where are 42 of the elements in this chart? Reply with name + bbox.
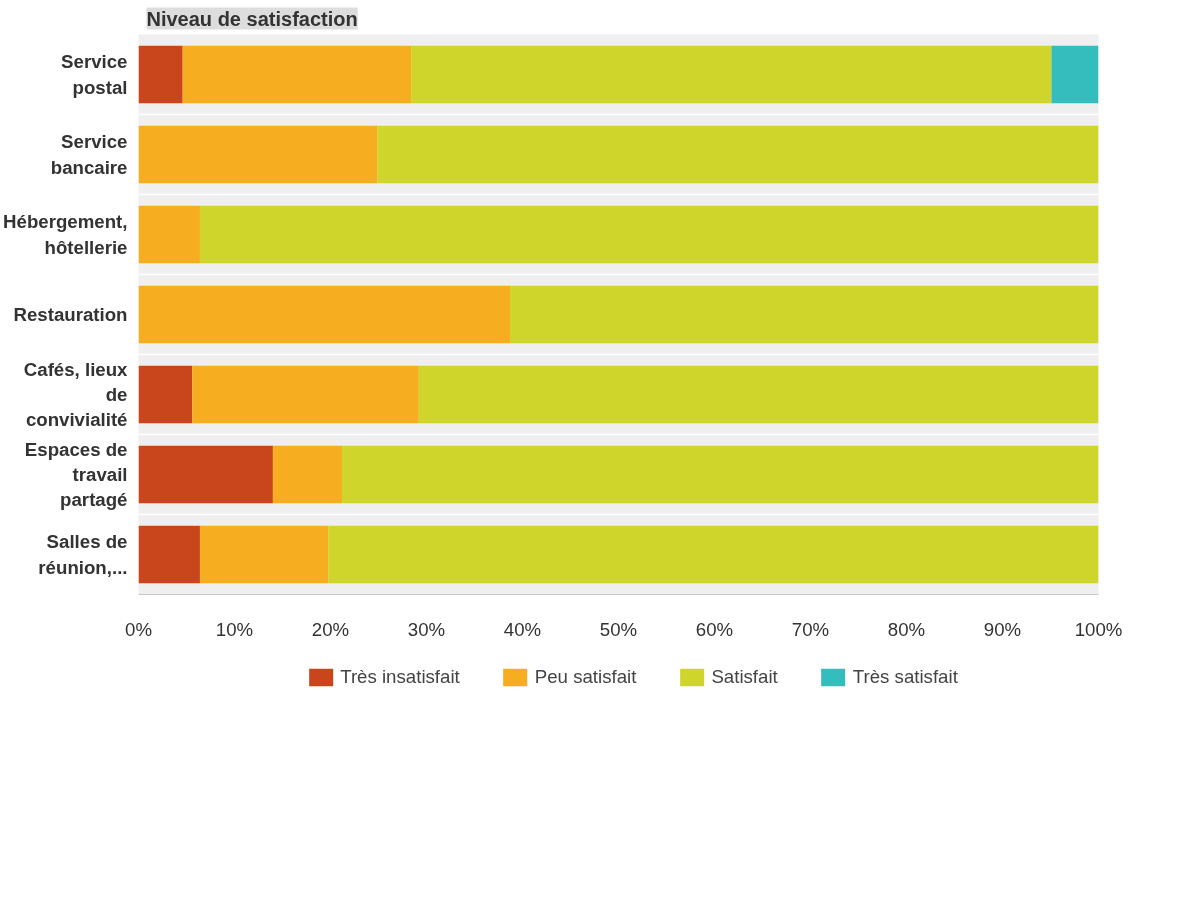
x-tick-label: 0% — [125, 618, 152, 640]
bar — [138, 205, 200, 264]
bar — [510, 285, 1099, 344]
y-tick-label: Service postal — [61, 51, 128, 98]
bar — [138, 445, 273, 504]
y-tick-label: Espaces de travail partagé — [24, 438, 128, 511]
x-tick-label: 40% — [503, 618, 542, 640]
bar — [1051, 45, 1099, 104]
x-tick-label: 70% — [791, 618, 830, 640]
bar — [192, 365, 419, 424]
bar — [418, 365, 1099, 424]
legend-label: Très insatisfait — [340, 666, 460, 688]
x-tick-label: 10% — [215, 618, 254, 640]
bar — [182, 45, 412, 104]
y-tick-label: Hébergement, hôtellerie — [3, 211, 128, 258]
bar — [342, 445, 1099, 504]
x-tick-label: 100% — [1074, 618, 1123, 640]
bar — [138, 285, 511, 344]
legend-label: Peu satisfait — [534, 666, 637, 688]
bar — [199, 205, 1099, 264]
bar — [138, 525, 200, 584]
bar — [199, 525, 329, 584]
y-tick-label: Restauration — [13, 304, 128, 325]
x-tick-label: 60% — [695, 618, 734, 640]
y-tick-label: Salles de réunion,... — [38, 531, 128, 578]
bar — [138, 365, 193, 424]
bar — [138, 45, 183, 104]
y-tick-label: Service bancaire — [50, 131, 128, 178]
bar — [411, 45, 1052, 104]
x-tick-label: 20% — [311, 618, 350, 640]
chart-title: Niveau de satisfaction — [146, 7, 358, 30]
x-tick-label: 30% — [407, 618, 446, 640]
y-tick-label: Cafés, lieux de convivialité — [23, 358, 129, 431]
x-tick-label: 90% — [983, 618, 1022, 640]
legend-label: Très satisfait — [852, 666, 958, 688]
legend-label: Satisfait — [711, 666, 778, 688]
x-tick-label: 80% — [887, 618, 926, 640]
bar — [138, 125, 378, 184]
bar — [377, 125, 1099, 184]
bar — [272, 445, 343, 504]
x-tick-label: 50% — [599, 618, 638, 640]
bar — [328, 525, 1099, 584]
